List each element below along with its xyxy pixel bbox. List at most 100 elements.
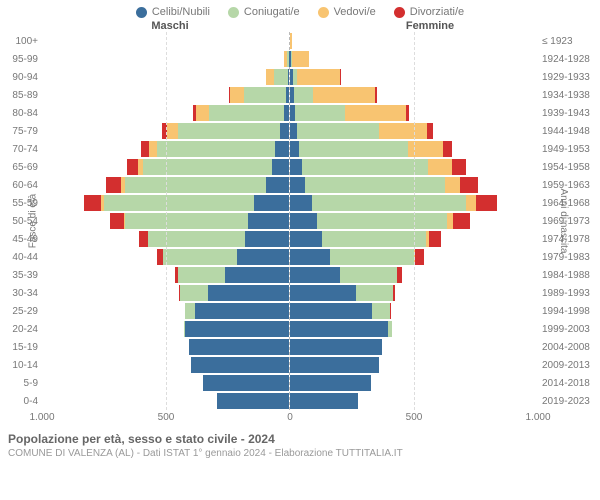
age-label: 95-99 <box>0 50 42 68</box>
bar-segment <box>254 195 289 211</box>
bar-segment <box>295 105 345 121</box>
birth-year-label: 2014-2018 <box>538 374 600 392</box>
bar-segment <box>305 177 445 193</box>
bar-segment <box>453 213 470 229</box>
bar-segment <box>167 123 178 139</box>
bar-segment <box>203 375 289 391</box>
bar-segment <box>429 231 441 247</box>
bar-segment <box>141 141 150 157</box>
age-label: 40-44 <box>0 248 42 266</box>
bar-segment <box>379 123 427 139</box>
bar-segment <box>445 177 460 193</box>
bar-segment <box>275 141 289 157</box>
bar-segment <box>191 357 289 373</box>
bar-segment <box>180 285 207 301</box>
population-pyramid-chart: Celibi/Nubili Coniugati/e Vedovi/e Divorzia… <box>0 0 600 500</box>
age-label: 60-64 <box>0 176 42 194</box>
bar-segment <box>290 375 371 391</box>
bar-segment <box>245 231 289 247</box>
bar-segment <box>290 123 297 139</box>
bar-segment <box>390 303 391 319</box>
bar-segment <box>157 141 276 157</box>
bar-segment <box>185 321 289 337</box>
bar-segment <box>290 339 382 355</box>
age-label: 90-94 <box>0 68 42 86</box>
legend-item: Vedovi/e <box>318 6 376 18</box>
y-axis-right-title: Anni di nascita <box>558 188 569 253</box>
birth-year-label: 1939-1943 <box>538 104 600 122</box>
bar-segment <box>322 231 426 247</box>
birth-year-label: 2019-2023 <box>538 392 600 410</box>
birth-year-label: 1989-1993 <box>538 284 600 302</box>
chart-title: Popolazione per età, sesso e stato civil… <box>8 432 592 446</box>
bar-segment <box>178 123 281 139</box>
bar-segment <box>266 69 275 85</box>
plot-area: Fasce di età Anni di nascita 100+95-9990… <box>0 32 600 410</box>
bar-segment <box>104 195 255 211</box>
x-tick-label: 1.000 <box>29 412 54 423</box>
bar-segment <box>148 231 244 247</box>
age-label: 100+ <box>0 32 42 50</box>
birth-year-label: 1924-1928 <box>538 50 600 68</box>
bar-segment <box>388 321 392 337</box>
bar-segment <box>127 159 138 175</box>
bar-segment <box>274 69 288 85</box>
bar-segment <box>393 285 395 301</box>
birth-year-label: 2004-2008 <box>538 338 600 356</box>
bar-segment <box>460 177 477 193</box>
bar-segment <box>84 195 101 211</box>
age-label: 85-89 <box>0 86 42 104</box>
legend-item: Divorziati/e <box>394 6 464 18</box>
bar-segment <box>294 87 313 103</box>
bar-segment <box>209 105 283 121</box>
bar-segment <box>476 195 497 211</box>
birth-year-label: 1934-1938 <box>538 86 600 104</box>
legend-item: Celibi/Nubili <box>136 6 210 18</box>
legend-label: Coniugati/e <box>244 6 300 18</box>
x-tick-label: 1.000 <box>525 412 550 423</box>
legend-swatch <box>136 7 147 18</box>
bar-segment <box>208 285 290 301</box>
grid-line <box>414 32 415 410</box>
bar-segment <box>237 249 289 265</box>
bar-segment <box>290 231 322 247</box>
bar-segment <box>225 267 289 283</box>
bar-segment <box>288 69 289 85</box>
bar-segment <box>443 141 453 157</box>
x-tick-label: 500 <box>406 412 423 423</box>
bar-segment <box>125 177 266 193</box>
bar-segment <box>290 321 388 337</box>
age-label: 65-69 <box>0 158 42 176</box>
bar-segment <box>178 267 225 283</box>
bar-segment <box>428 159 452 175</box>
birth-year-label: 1949-1953 <box>538 140 600 158</box>
bar-segment <box>299 141 408 157</box>
bar-segment <box>189 339 289 355</box>
grid-line <box>166 32 167 410</box>
bar-segment <box>195 303 289 319</box>
x-tick-label: 500 <box>158 412 175 423</box>
bar-segment <box>312 195 466 211</box>
bar-segment <box>290 213 317 229</box>
age-label: 10-14 <box>0 356 42 374</box>
bar-segment <box>313 87 375 103</box>
age-label: 5-9 <box>0 374 42 392</box>
bar-segment <box>139 231 148 247</box>
bar-segment <box>284 105 289 121</box>
bar-segment <box>290 159 302 175</box>
bar-segment <box>466 195 476 211</box>
bar-segment <box>244 87 286 103</box>
bar-segment <box>297 69 340 85</box>
age-label: 35-39 <box>0 266 42 284</box>
bars-area <box>42 32 538 410</box>
bar-segment <box>290 195 312 211</box>
birth-year-label: 1954-1958 <box>538 158 600 176</box>
legend-swatch <box>394 7 405 18</box>
birth-year-label: 1999-2003 <box>538 320 600 338</box>
age-label: 25-29 <box>0 302 42 320</box>
bar-segment <box>272 159 289 175</box>
bar-segment <box>302 159 428 175</box>
bar-segment <box>290 393 358 409</box>
birth-year-label: 2009-2013 <box>538 356 600 374</box>
bar-segment <box>196 105 210 121</box>
